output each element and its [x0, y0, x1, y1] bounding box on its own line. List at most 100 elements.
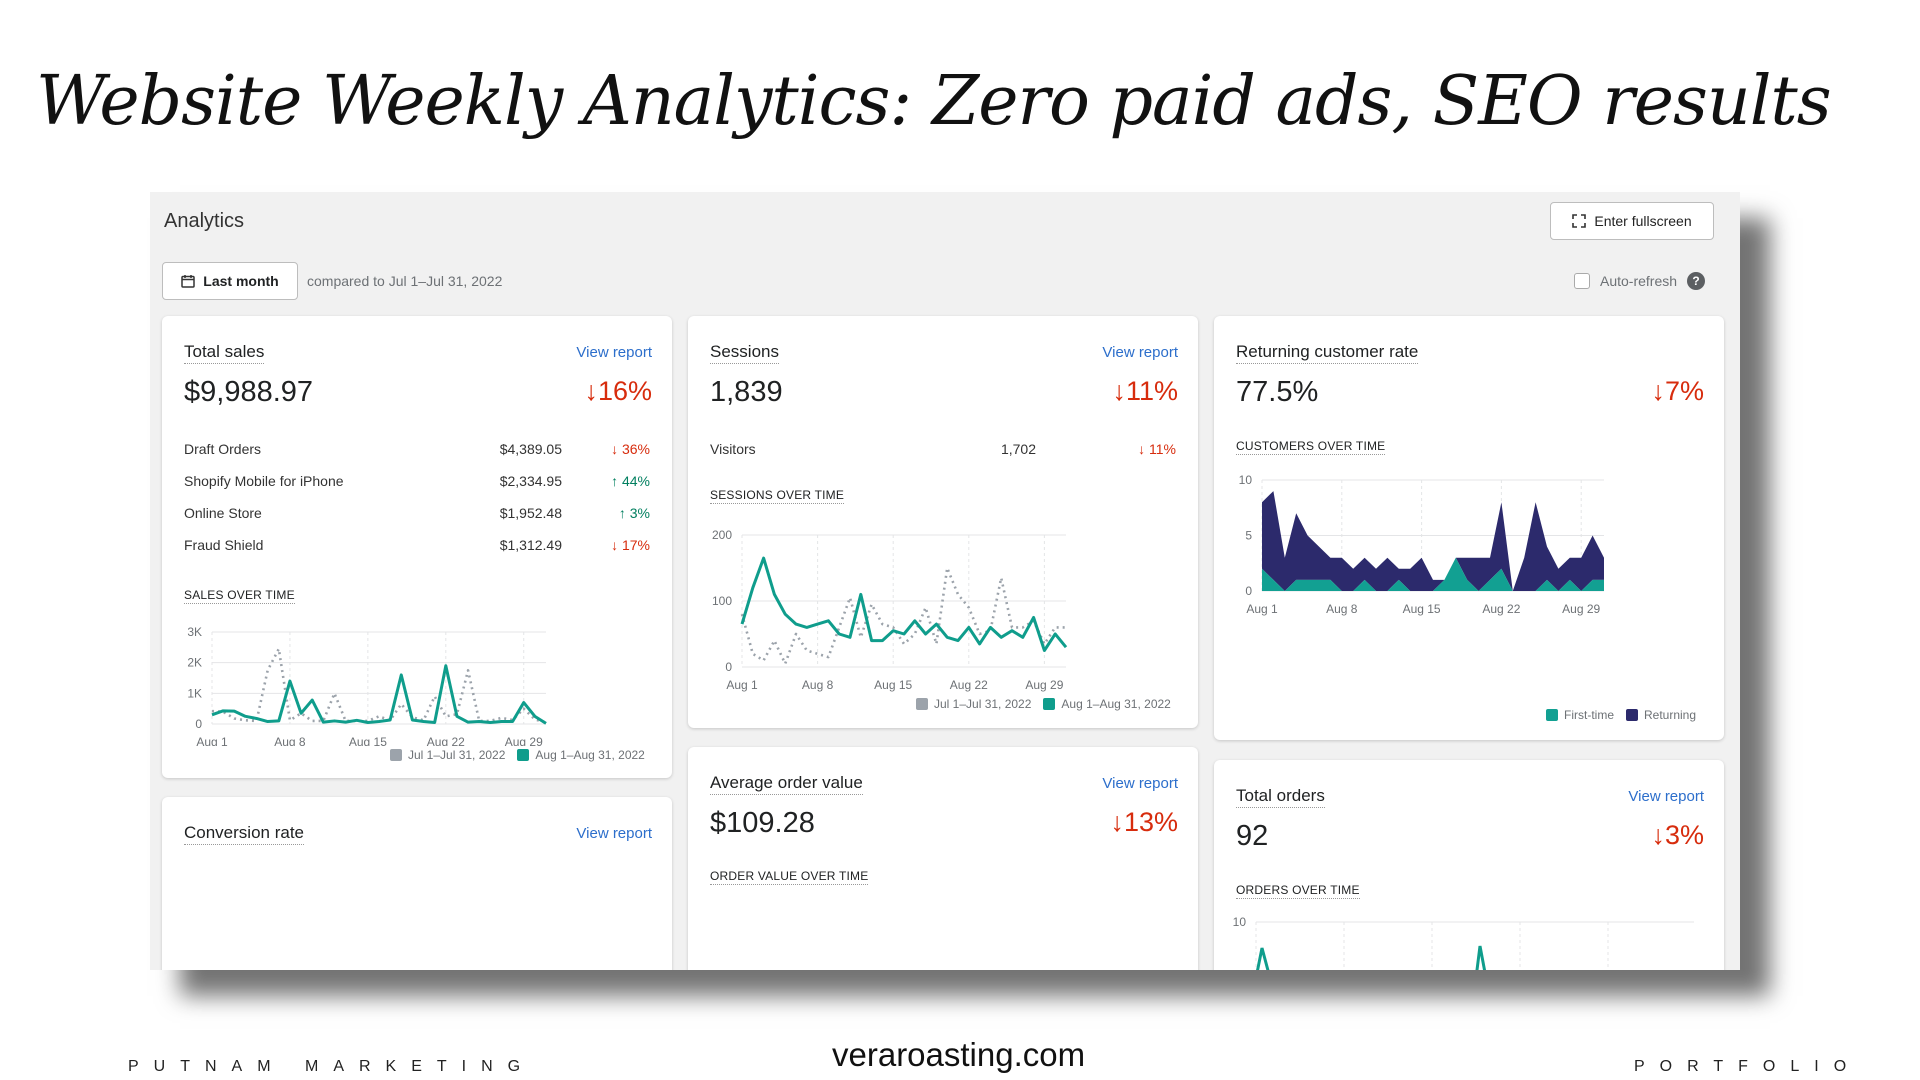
legend-label-current: Aug 1–Aug 31, 2022 — [1061, 697, 1171, 711]
sessions-over-time-chart: 200 100 0 Aug 1 Aug 8 Aug 15 Aug 22 Aug 29 — [712, 528, 1068, 692]
x-tick-label: Aug 1 — [1246, 602, 1278, 616]
breakdown-row: Fraud Shield $1,312.49 ↓ 17% — [184, 537, 650, 557]
calendar-icon — [181, 275, 196, 288]
orders-view-report-link[interactable]: View report — [1628, 788, 1704, 805]
x-tick-label: Aug 22 — [1482, 602, 1520, 616]
auto-refresh-label: Auto-refresh — [1600, 273, 1678, 289]
breakdown-name: Fraud Shield — [184, 537, 264, 553]
orders-over-time-chart: 10 — [1233, 915, 1694, 970]
returning-customer-rate-card: Returning customer rate 77.5% ↓7% CUSTOM… — [1214, 316, 1724, 740]
sessions-value: 1,839 — [710, 376, 783, 408]
sales-over-time-chart: 3K 2K 1K 0 Aug 1 Aug 8 Aug 15 Aug 22 Aug 29 — [187, 625, 547, 746]
conversion-rate-label: Conversion rate — [184, 823, 305, 845]
help-icon[interactable]: ? — [1687, 272, 1706, 290]
auto-refresh-checkbox[interactable] — [1574, 273, 1590, 289]
aov-label: Average order value — [710, 773, 863, 795]
x-tick-label: Aug 8 — [1326, 602, 1358, 616]
y-tick-label: 1K — [187, 686, 202, 700]
legend-swatch-previous — [390, 749, 402, 761]
x-tick-label: Aug 29 — [505, 735, 543, 746]
total-sales-view-report-link[interactable]: View report — [576, 344, 652, 361]
breakdown-row: Shopify Mobile for iPhone $2,334.95 ↑ 44… — [184, 473, 650, 493]
x-tick-label: Aug 15 — [349, 735, 387, 746]
breakdown-name: Shopify Mobile for iPhone — [184, 473, 344, 489]
aov-chart-caption: ORDER VALUE OVER TIME — [710, 869, 869, 885]
visitors-change: ↓ 11% — [1138, 441, 1176, 457]
breakdown-change: ↑ 3% — [618, 505, 650, 521]
breakdown-value: $4,389.05 — [499, 441, 562, 457]
footer-website: veraroasting.com — [832, 1036, 1086, 1073]
legend-label-returning: Returning — [1644, 708, 1697, 722]
sessions-chart-caption: SESSIONS OVER TIME — [710, 488, 845, 504]
breakdown-value: $1,312.49 — [499, 537, 562, 553]
x-tick-label: Aug 1 — [726, 678, 758, 692]
date-range-label: Last month — [203, 273, 279, 289]
y-tick-label: 0 — [195, 717, 202, 731]
aov-value: $109.28 — [710, 807, 815, 839]
breakdown-name: Draft Orders — [184, 441, 262, 457]
sessions-card: Sessions View report 1,839 ↓11% Visitors… — [688, 316, 1198, 728]
legend-label-first-time: First-time — [1564, 708, 1614, 722]
conversion-view-report-link[interactable]: View report — [576, 825, 652, 842]
series-line-previous — [740, 566, 1066, 665]
total-orders-value: 92 — [1236, 820, 1269, 852]
visitors-value: 1,702 — [1000, 441, 1036, 457]
footer-brand: PUTNAM MARKETING — [128, 1058, 536, 1075]
y-tick-label: 0 — [725, 660, 732, 674]
area-first-time — [1262, 557, 1604, 591]
series-line-previous — [211, 647, 547, 724]
auto-refresh: Auto-refresh ? — [1574, 272, 1706, 290]
customers-over-time-chart: 10 5 0 Aug 1 Aug 8 Aug 15 Aug 22 Aug 29 — [1239, 473, 1604, 616]
y-tick-label: 100 — [712, 594, 732, 608]
breakdown-row: Online Store $1,952.48 ↑ 3% — [184, 505, 650, 525]
returning-rate-value: 77.5% — [1236, 376, 1319, 408]
legend-swatch-current — [517, 749, 530, 761]
footer-portfolio: PORTFOLIO — [1634, 1058, 1862, 1075]
slide-title: Website Weekly Analytics: Zero paid ads,… — [36, 62, 1832, 141]
visitors-label: Visitors — [710, 441, 756, 457]
x-tick-label: Aug 8 — [802, 678, 834, 692]
legend-label-current: Aug 1–Aug 31, 2022 — [535, 748, 645, 762]
date-range-button[interactable]: Last month — [162, 262, 298, 300]
total-orders-label: Total orders — [1236, 786, 1325, 808]
aov-change: ↓13% — [1110, 807, 1178, 837]
total-sales-value: $9,988.97 — [184, 376, 314, 408]
x-tick-label: Aug 15 — [874, 678, 912, 692]
sessions-chart-legend: Jul 1–Jul 31, 2022 Aug 1–Aug 31, 2022 — [916, 697, 1171, 711]
aov-view-report-link[interactable]: View report — [1102, 775, 1178, 792]
analytics-screenshot: Analytics Enter fullscreen Last month co… — [150, 192, 1740, 970]
sales-chart-legend: Jul 1–Jul 31, 2022 Aug 1–Aug 31, 2022 — [390, 748, 645, 762]
legend-swatch-current — [1043, 698, 1056, 710]
visitors-row: Visitors 1,702 ↓ 11% — [710, 441, 1176, 461]
total-sales-change: ↓16% — [584, 376, 652, 406]
breakdown-value: $2,334.95 — [499, 473, 562, 489]
orders-line-segment — [1475, 945, 1487, 970]
x-tick-label: Aug 8 — [274, 735, 306, 746]
breakdown-change: ↓ 17% — [611, 537, 650, 553]
x-tick-label: Aug 22 — [427, 735, 465, 746]
x-tick-label: Aug 15 — [1403, 602, 1441, 616]
total-orders-card: Total orders View report 92 ↓3% ORDERS O… — [1214, 760, 1724, 970]
fullscreen-icon — [1572, 214, 1587, 228]
y-tick-label: 2K — [187, 656, 202, 670]
breakdown-change: ↓ 36% — [611, 441, 650, 457]
y-tick-label: 3K — [187, 625, 202, 639]
total-sales-card: Total sales View report $9,988.97 ↓16% D… — [162, 316, 672, 778]
legend-swatch-first-time — [1546, 709, 1558, 721]
legend-swatch-previous — [916, 698, 928, 710]
x-tick-label: Aug 29 — [1025, 678, 1063, 692]
sessions-view-report-link[interactable]: View report — [1102, 344, 1178, 361]
y-tick-label: 5 — [1245, 529, 1252, 543]
average-order-value-card: Average order value View report $109.28 … — [688, 747, 1198, 970]
breakdown-change: ↑ 44% — [611, 473, 650, 489]
orders-y-tick: 10 — [1233, 915, 1247, 929]
legend-label-previous: Jul 1–Jul 31, 2022 — [408, 748, 506, 762]
orders-chart-caption: ORDERS OVER TIME — [1236, 883, 1360, 899]
x-tick-label: Aug 22 — [950, 678, 988, 692]
x-tick-label: Aug 1 — [196, 735, 228, 746]
series-line-current — [740, 556, 1068, 652]
enter-fullscreen-button[interactable]: Enter fullscreen — [1550, 202, 1714, 240]
area-returning — [1262, 491, 1604, 591]
y-tick-label: 0 — [1245, 584, 1252, 598]
breakdown-row: Draft Orders $4,389.05 ↓ 36% — [184, 441, 650, 461]
